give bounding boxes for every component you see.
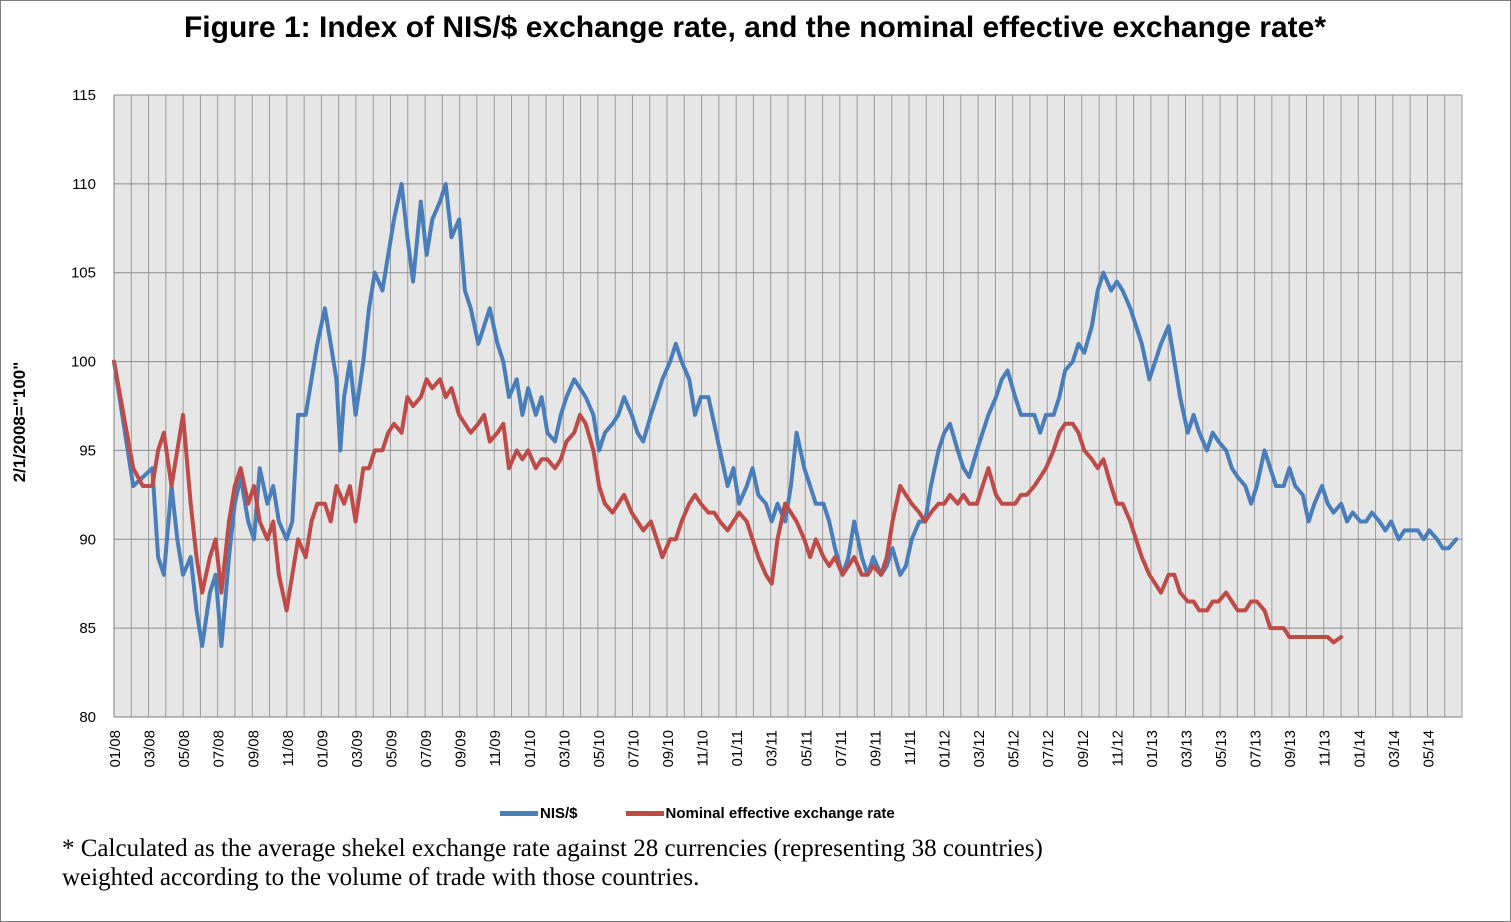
y-tick-label: 100 <box>71 354 96 371</box>
legend-swatch-nis-usd <box>500 810 538 816</box>
x-tick-label: 11/08 <box>280 730 297 766</box>
y-tick-label: 115 <box>72 87 96 104</box>
x-tick-label: 11/11 <box>902 730 919 765</box>
x-tick-label: 11/13 <box>1317 730 1334 766</box>
x-tick-label: 01/08 <box>107 730 124 768</box>
x-tick-label: 07/08 <box>211 730 228 768</box>
legend-label-nominal-effective: Nominal effective exchange rate <box>665 804 895 822</box>
x-tick-label: 11/12 <box>1109 730 1126 766</box>
legend-label-nis-usd: NIS/$ <box>540 804 578 822</box>
x-tick-label: 01/12 <box>937 730 954 768</box>
x-tick-label: 07/10 <box>625 730 642 768</box>
x-tick-label: 01/11 <box>729 730 746 766</box>
x-tick-label: 09/11 <box>867 730 884 766</box>
x-tick-label: 03/09 <box>349 730 366 768</box>
x-tick-label: 07/09 <box>418 730 435 768</box>
y-tick-label: 95 <box>79 442 96 459</box>
legend-swatch-nominal-effective <box>625 810 664 816</box>
x-tick-label: 05/11 <box>798 730 815 766</box>
footnote-line-1: * Calculated as the average shekel excha… <box>62 835 1043 862</box>
x-tick-label: 03/10 <box>556 730 573 768</box>
x-tick-label: 05/08 <box>176 730 193 768</box>
x-tick-label: 07/13 <box>1248 730 1265 768</box>
x-tick-label: 01/14 <box>1351 730 1368 768</box>
chart-title: Figure 1: Index of NIS/$ exchange rate, … <box>183 11 1326 44</box>
footnote: * Calculated as the average shekel excha… <box>62 834 1462 892</box>
x-tick-label: 11/09 <box>487 730 504 766</box>
legend: NIS/$ Nominal effective exchange rate <box>500 802 895 824</box>
y-tick-label: 90 <box>79 531 96 548</box>
x-tick-label: 03/13 <box>1178 730 1195 768</box>
x-tick-label: 03/11 <box>764 730 781 766</box>
x-tick-label: 01/13 <box>1144 730 1161 768</box>
x-tick-label: 05/10 <box>591 730 608 768</box>
x-tick-label: 01/10 <box>522 730 539 768</box>
y-tick-label: 80 <box>79 709 96 726</box>
x-tick-label: 01/09 <box>314 730 331 768</box>
x-tick-label: 05/13 <box>1213 730 1230 768</box>
x-tick-label: 05/12 <box>1006 730 1023 768</box>
x-tick-label: 09/12 <box>1075 730 1092 768</box>
x-tick-label: 11/10 <box>695 730 712 766</box>
y-tick-label: 85 <box>79 620 96 637</box>
x-tick-label: 03/12 <box>971 730 988 768</box>
y-tick-label: 110 <box>72 176 96 193</box>
x-tick-label: 09/10 <box>660 730 677 768</box>
x-tick-label: 09/08 <box>245 730 262 768</box>
x-tick-label: 07/12 <box>1040 730 1057 768</box>
x-tick-label: 05/09 <box>384 730 401 768</box>
y-tick-label: 105 <box>71 265 96 282</box>
series-line-nis-usd <box>112 181 1459 648</box>
footnote-line-2: weighted according to the volume of trad… <box>62 864 700 891</box>
x-tick-label: 09/09 <box>453 730 470 768</box>
legend-item-nis-usd: NIS/$ <box>500 805 578 822</box>
x-tick-label: 05/14 <box>1420 730 1437 768</box>
x-tick-label: 09/13 <box>1282 730 1299 768</box>
legend-item-nominal-effective: Nominal effective exchange rate <box>625 804 895 822</box>
x-tick-label: 03/08 <box>142 730 159 768</box>
x-tick-label: 03/14 <box>1386 730 1403 768</box>
x-tick-label: 07/11 <box>833 730 850 766</box>
